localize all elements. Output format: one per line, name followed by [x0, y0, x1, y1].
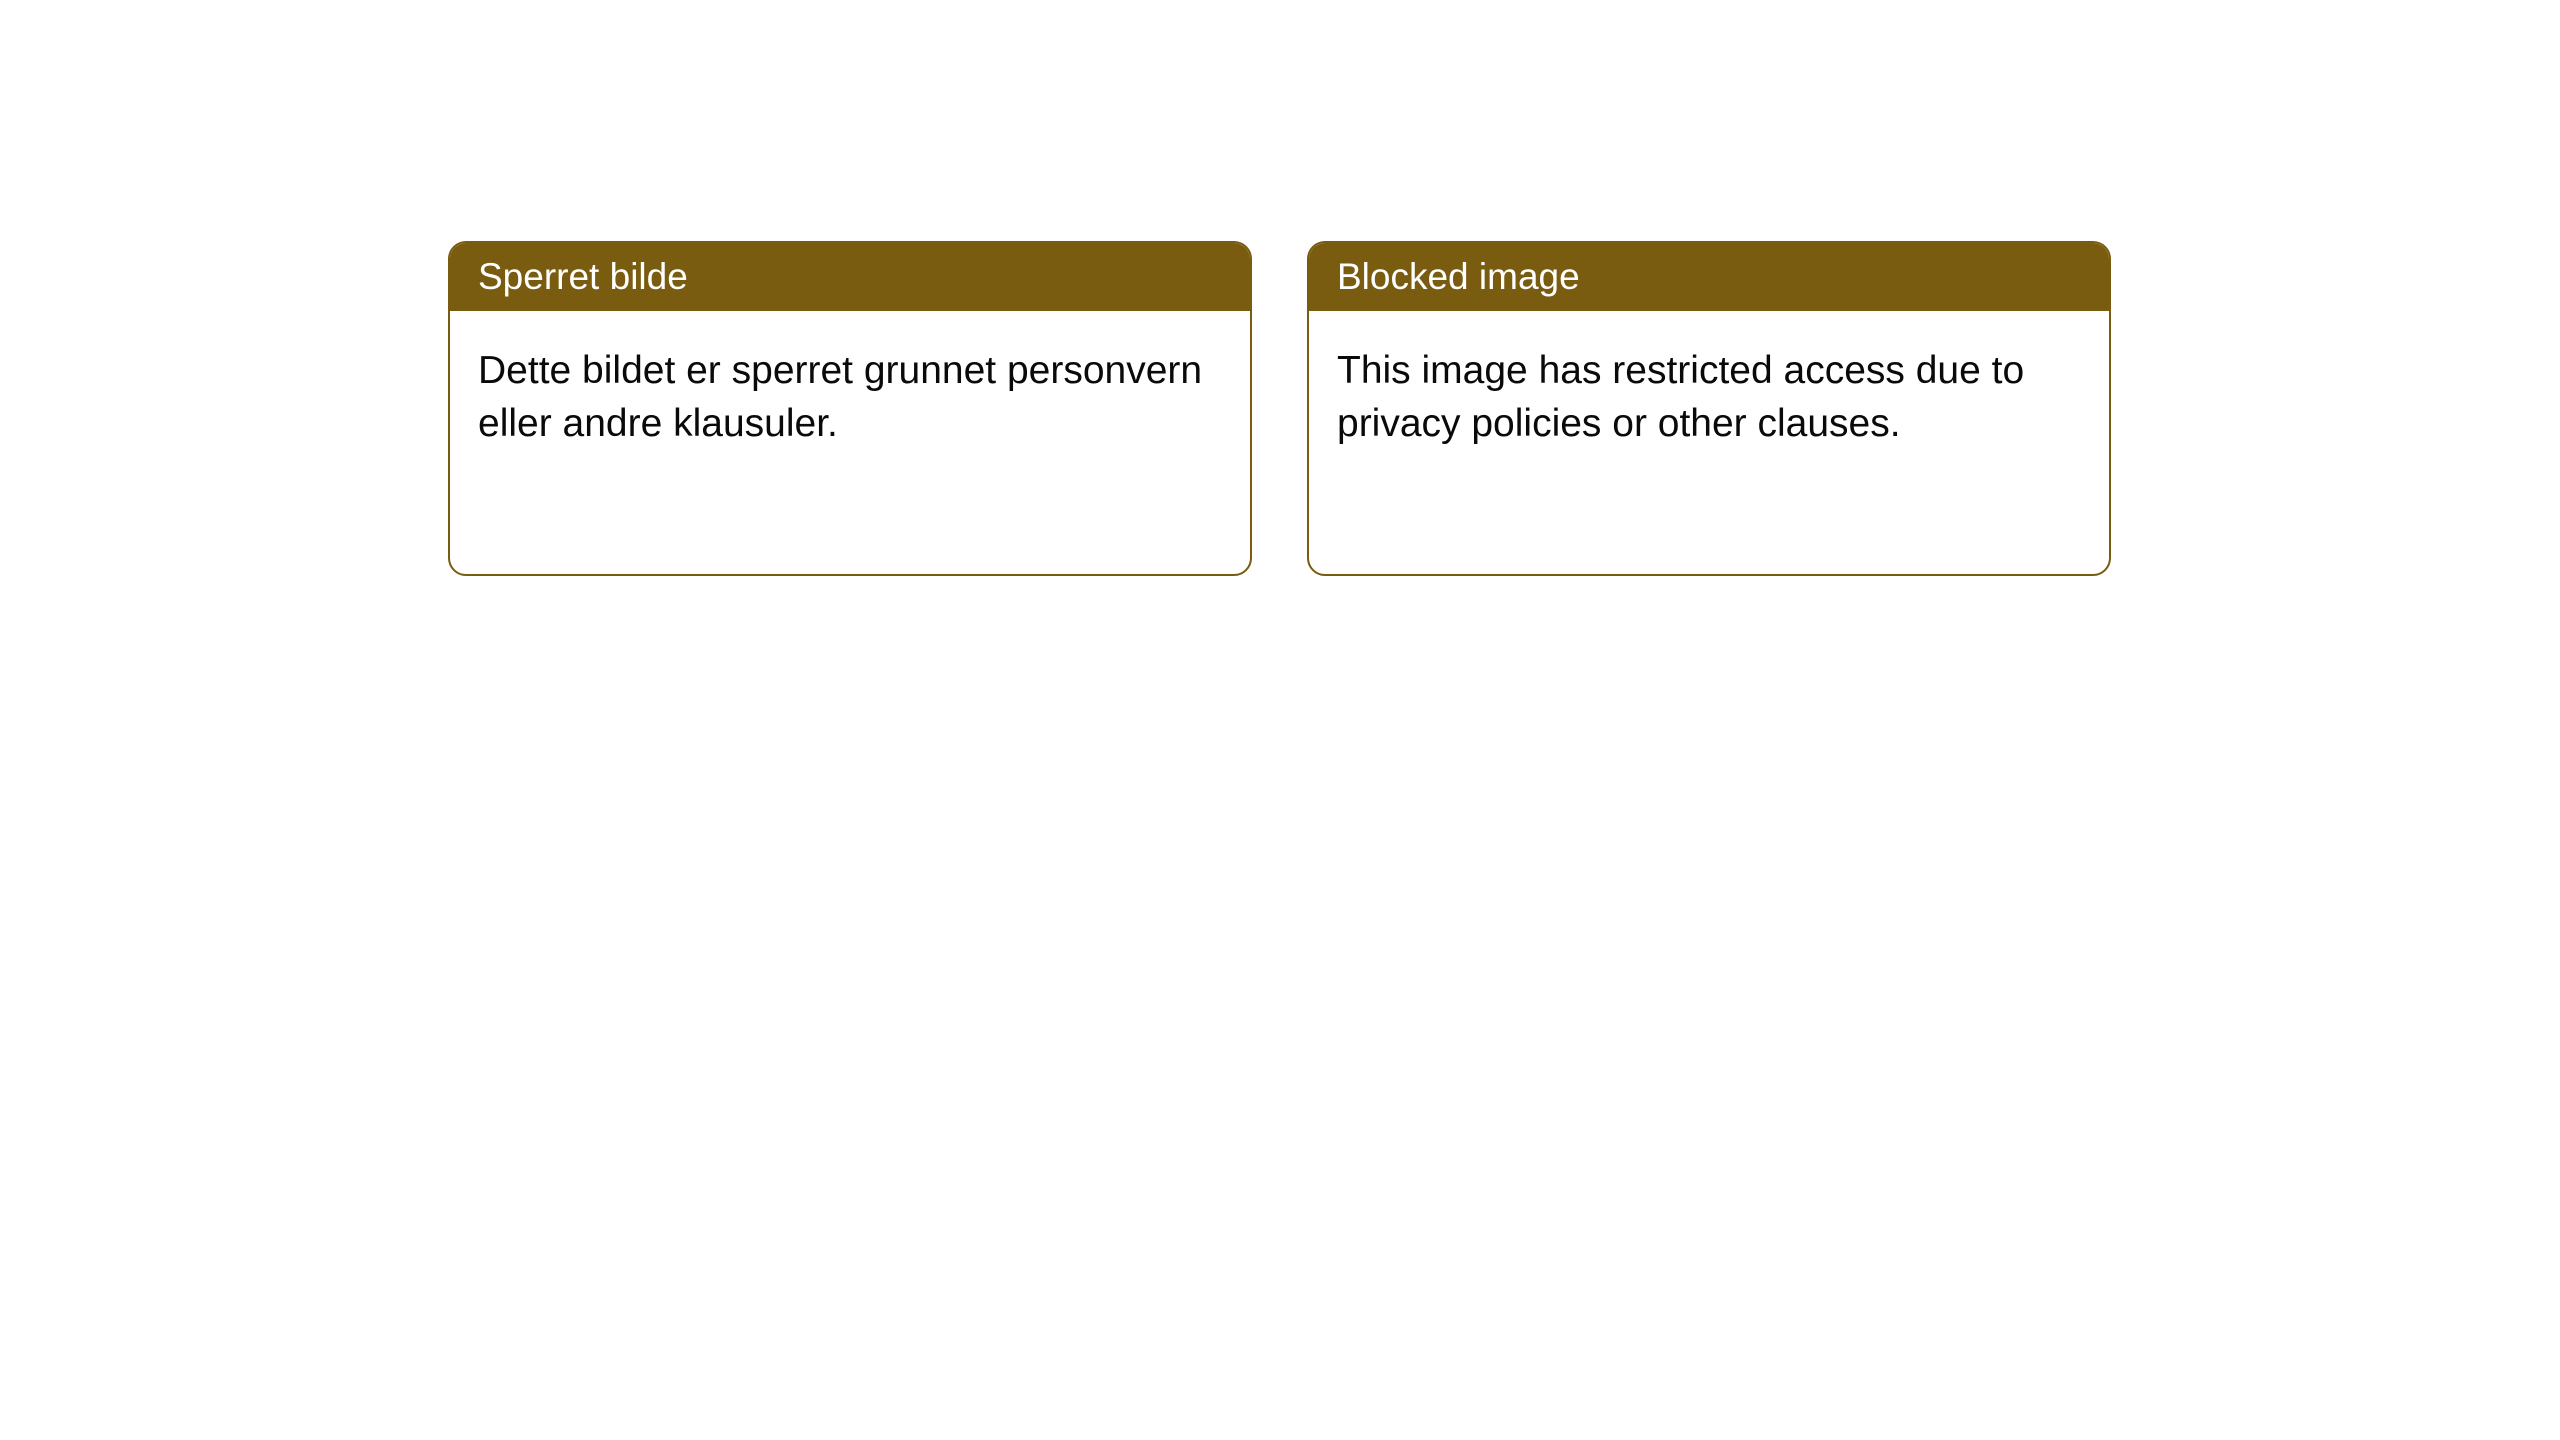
- notice-body: Dette bildet er sperret grunnet personve…: [450, 311, 1250, 484]
- notice-container: Sperret bilde Dette bildet er sperret gr…: [0, 0, 2560, 576]
- notice-body: This image has restricted access due to …: [1309, 311, 2109, 484]
- notice-header: Sperret bilde: [450, 243, 1250, 311]
- notice-box-norwegian: Sperret bilde Dette bildet er sperret gr…: [448, 241, 1252, 576]
- notice-header: Blocked image: [1309, 243, 2109, 311]
- notice-box-english: Blocked image This image has restricted …: [1307, 241, 2111, 576]
